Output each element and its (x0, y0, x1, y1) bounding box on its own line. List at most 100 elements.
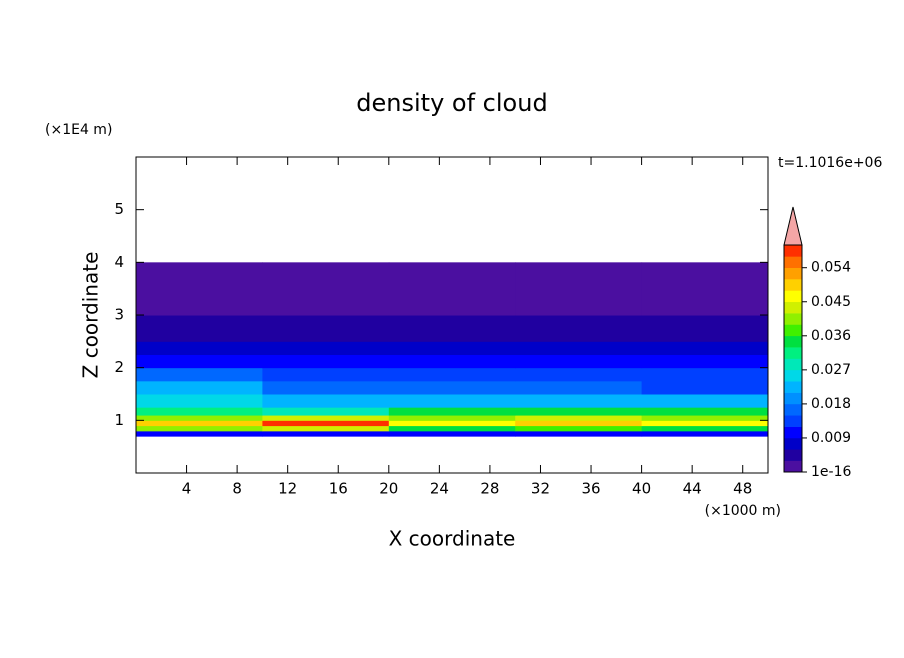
y-tick-label: 3 (114, 306, 124, 324)
colorbar-tick-label: 0.036 (811, 328, 851, 344)
contour-cell (641, 380, 769, 395)
y-tick-label: 5 (114, 200, 124, 218)
colorbar-frame (783, 244, 803, 473)
x-tick-label: 44 (683, 480, 702, 498)
y-tick-label: 4 (114, 253, 124, 271)
contour-cell (136, 380, 263, 395)
x-tick-label: 32 (531, 480, 550, 498)
contour-cell (641, 420, 769, 427)
x-tick-label: 16 (329, 480, 348, 498)
contour-cell (515, 380, 643, 395)
contour-cell (388, 415, 516, 421)
contour-cell (262, 288, 390, 316)
colorbar-band (784, 279, 802, 291)
contour-cell (515, 394, 643, 408)
contour-cell (136, 367, 263, 382)
contour-cell (136, 394, 263, 408)
contour-cell (641, 288, 769, 316)
contour-cell (136, 407, 263, 416)
contour-cell (136, 288, 263, 316)
y-tick-label: 2 (114, 358, 124, 376)
colorbar-band (784, 313, 802, 325)
contour-cell (515, 341, 643, 355)
colorbar-band (784, 403, 802, 416)
x-tick-label: 4 (182, 480, 192, 498)
contour-cell (262, 420, 390, 427)
contour-cell (388, 262, 516, 290)
contour-cell (388, 430, 516, 437)
contour-cell (515, 420, 643, 427)
colorbar-band (784, 245, 802, 257)
colorbar-band (784, 267, 802, 280)
contour-cell (641, 367, 769, 382)
contour-cell (262, 415, 390, 421)
colorbar-band (784, 301, 802, 314)
colorbar-band (784, 381, 802, 393)
contour-cell (641, 430, 769, 437)
y-label: Z coordinate (79, 252, 103, 379)
contour-cell (388, 354, 516, 369)
contour-cell (388, 407, 516, 416)
contour-cell (262, 262, 390, 290)
contour-cell (388, 425, 516, 432)
contour-cell (641, 354, 769, 369)
contour-cell (262, 367, 390, 382)
y-tick-label: 1 (114, 411, 124, 429)
contour-cell (515, 354, 643, 369)
colorbar-tick-label: 0.054 (811, 260, 851, 276)
contour-cell (515, 425, 643, 432)
contour-cell (388, 315, 516, 342)
contour-cell (262, 354, 390, 369)
contour-cell (641, 394, 769, 408)
colorbar-band (784, 358, 802, 371)
contour-cell (136, 315, 263, 342)
colorbar-extend (783, 206, 803, 246)
x-tick-label: 36 (581, 480, 600, 498)
contour-cell (262, 380, 390, 395)
colorbar-band (784, 256, 802, 268)
colorbar-band (784, 369, 802, 382)
contour-cell (262, 394, 390, 408)
contour-cell (136, 430, 263, 437)
contour-cell (515, 262, 643, 290)
contour-cell (262, 430, 390, 437)
colorbar-tick-label: 1e-16 (811, 464, 851, 480)
x-tick-label: 12 (278, 480, 297, 498)
contour-cell (136, 341, 263, 355)
annotation: t=1.1016e+06 (778, 155, 882, 171)
x-tick-label: 28 (480, 480, 499, 498)
contour-cell (515, 407, 643, 416)
x-label: X coordinate (389, 527, 516, 551)
x-tick-label: 20 (379, 480, 398, 498)
contour-cell (136, 415, 263, 421)
colorbar-tick-label: 0.027 (811, 362, 851, 378)
colorbar-band (784, 324, 802, 337)
contour-cell (388, 367, 516, 382)
colorbar-band (784, 460, 802, 473)
contour-cell (515, 367, 643, 382)
contour-cell (515, 430, 643, 437)
contour-cell (262, 407, 390, 416)
contour-cell (388, 380, 516, 395)
contour-cell (262, 341, 390, 355)
contour-cell (641, 425, 769, 432)
contour-cell (388, 394, 516, 408)
contour-cell (136, 354, 263, 369)
contour-cell (136, 420, 263, 427)
colorbar-band (784, 449, 802, 461)
colorbar-band (784, 347, 802, 359)
contour-cell (262, 315, 390, 342)
contour-cell (515, 415, 643, 421)
contour-cell (641, 262, 769, 290)
contour-cell (515, 288, 643, 316)
contour-cell (388, 288, 516, 316)
contour-cell (136, 425, 263, 432)
x-tick-label: 48 (733, 480, 752, 498)
contour-cell (641, 415, 769, 421)
colorbar-band (784, 426, 802, 439)
contour-cell (388, 341, 516, 355)
contour-cell (641, 341, 769, 355)
colorbar-band (784, 415, 802, 427)
x-unit: (×1000 m) (705, 503, 781, 519)
